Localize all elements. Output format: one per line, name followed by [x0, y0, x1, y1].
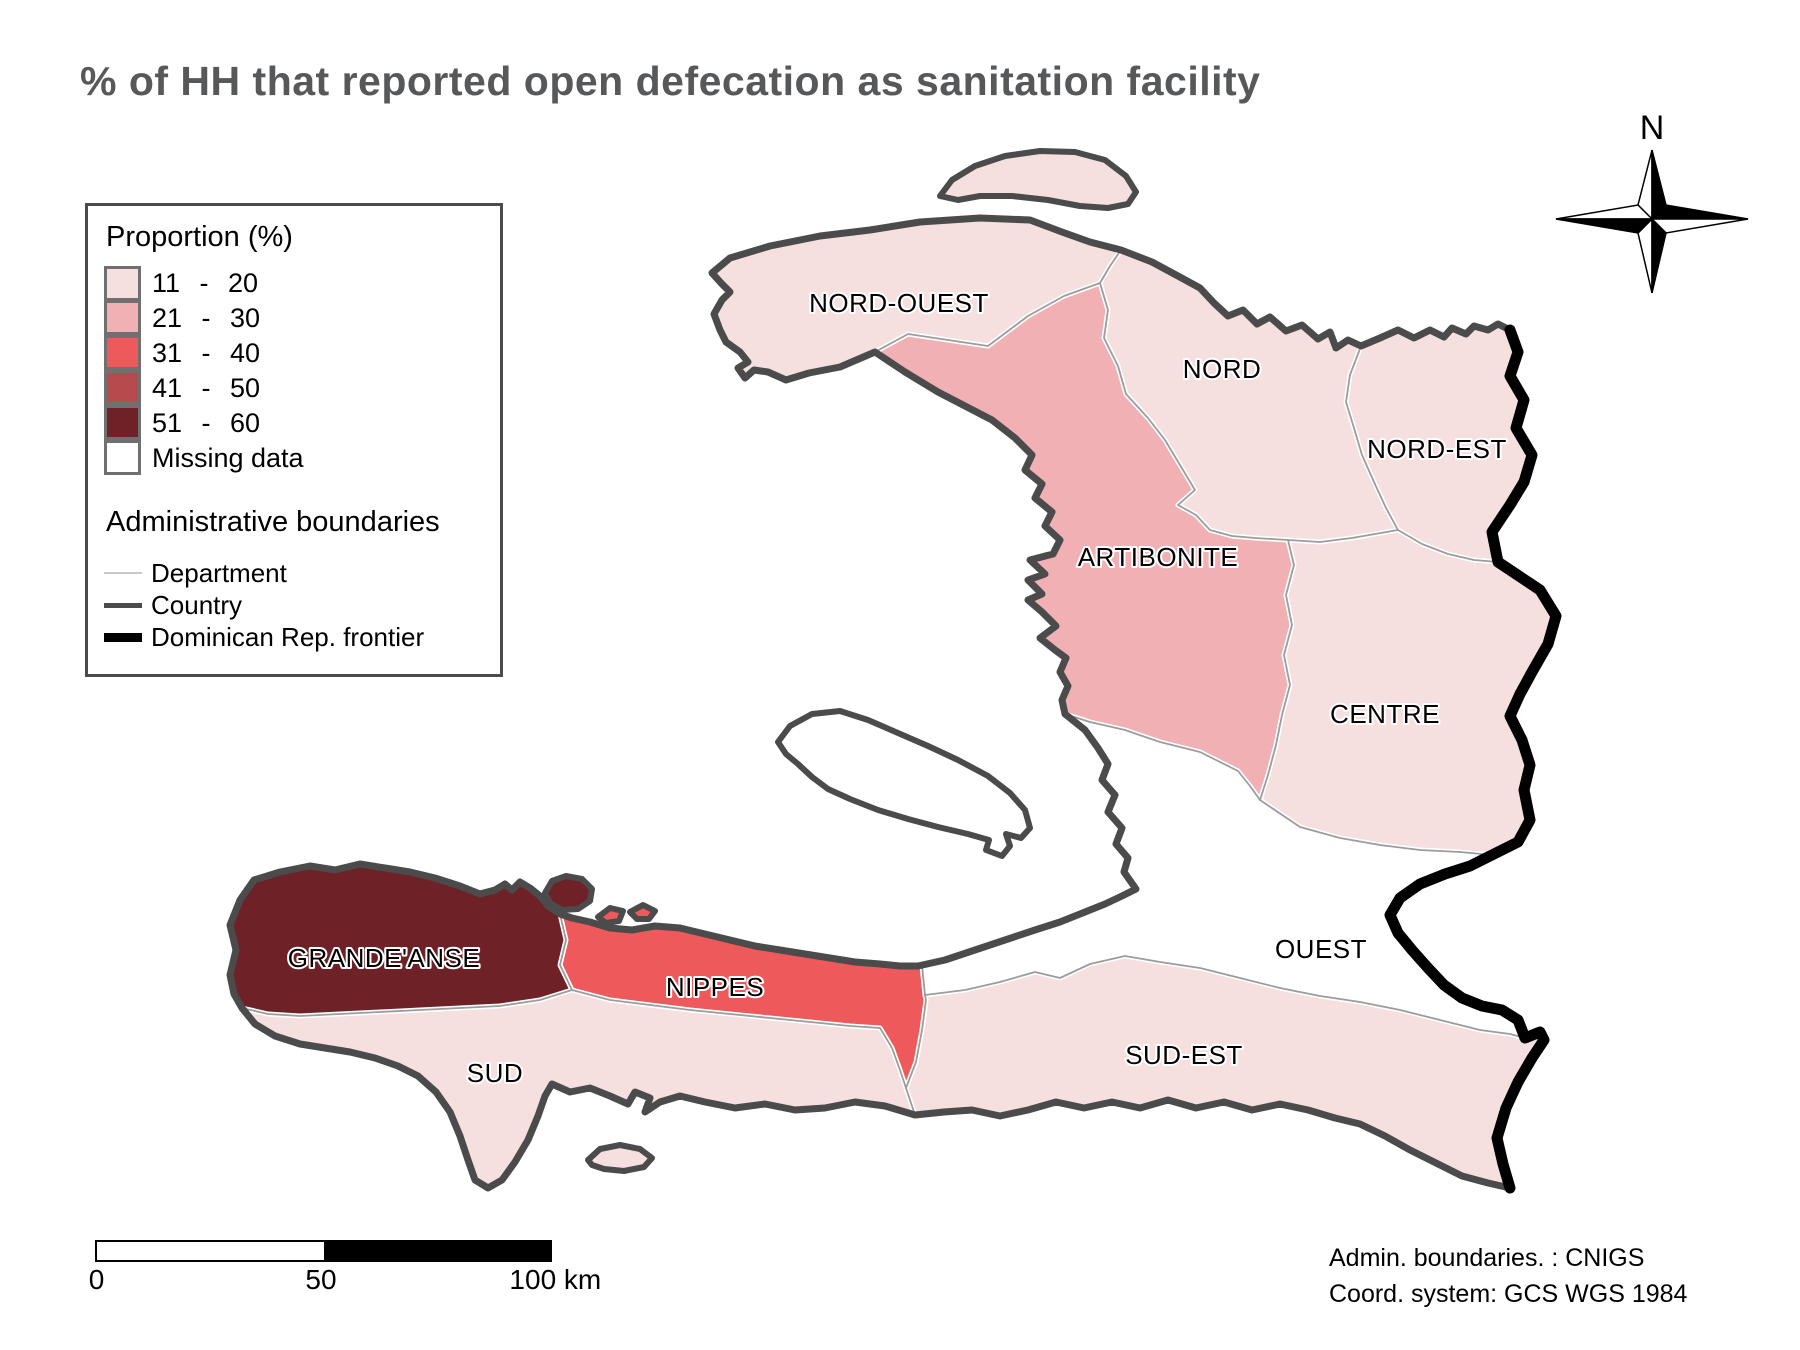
scale-bar-second-half [323, 1242, 550, 1260]
department-line-sample [104, 572, 142, 574]
scale-bar [95, 1240, 552, 1262]
class-label: 31 - 40 [152, 338, 261, 368]
country-line-sample [104, 602, 142, 608]
department-boundary-line [905, 1087, 916, 1116]
legend-class-row: 31 - 40 [104, 334, 500, 371]
department-boundary-line [559, 913, 573, 991]
legend-proportion-title: Proportion (%) [106, 221, 293, 253]
island-ile-a-vache [585, 1142, 655, 1174]
legend-class-row: 11 - 20 [104, 266, 500, 301]
department-boundary-line [241, 989, 573, 1017]
scale-label-50: 50 [305, 1264, 337, 1295]
class-swatch-21-30 [104, 299, 141, 335]
region-label-artibonite: ARTIBONITE [1078, 542, 1239, 572]
island-islet-nippes-1 [595, 905, 626, 926]
legend-boundary-row: Dominican Rep. frontier [104, 621, 500, 653]
legend-class-list: 11 - 20 21 - 30 31 - 40 41 - 50 51 - 60 … [104, 266, 500, 476]
dominican-republic-frontier [1384, 324, 1562, 1194]
north-label: N [1640, 109, 1665, 147]
island-ile-de-la-gonave [775, 708, 1033, 859]
class-swatch-41-50 [104, 369, 141, 405]
region-nord-ouest [712, 218, 1121, 380]
class-label: 11 - 20 [152, 268, 259, 298]
scale-bar-first-half [97, 1242, 324, 1260]
scale-bar-labels: 0 50 100 km [0, 1264, 700, 1298]
country-coastline [226, 214, 1514, 1192]
department-boundary-line [1287, 529, 1399, 543]
region-centre [1260, 530, 1556, 855]
class-swatch-31-40 [104, 334, 141, 370]
island-grande-cayemite [542, 873, 595, 913]
department-boundary-line [1099, 282, 1289, 541]
region-nord [1100, 250, 1398, 542]
north-arrow-icon: N [1555, 109, 1749, 294]
department-boundary-line [1345, 345, 1399, 531]
department-boundary-line [1099, 249, 1122, 284]
department-boundary-line [874, 282, 1101, 353]
scale-label-100km: 100 km [509, 1264, 602, 1295]
legend-class-row: 41 - 50 [104, 369, 500, 406]
region-label-nord-ouest: NORD-OUEST [809, 288, 989, 318]
credit-coord-system: Coord. system: GCS WGS 1984 [1329, 1280, 1688, 1308]
boundary-label: Department [151, 557, 287, 588]
region-label-nord: NORD [1183, 354, 1262, 384]
page-title: % of HH that reported open defecation as… [80, 58, 1261, 104]
region-label-nord-est: NORD-EST [1367, 434, 1507, 464]
department-boundary-line [1259, 799, 1493, 856]
island-islet-nippes-2 [627, 902, 658, 922]
legend-class-row: Missing data [104, 439, 500, 476]
region-grande-anse [230, 864, 572, 1016]
legend-class-row: 21 - 30 [104, 299, 500, 336]
department-boundary-line [924, 955, 1526, 1039]
region-label-ouest: OUEST [1275, 934, 1367, 964]
region-label-nippes: NIPPES [666, 972, 764, 1002]
boundary-label: Dominican Rep. frontier [151, 621, 425, 652]
boundary-label: Country [151, 589, 243, 620]
class-label: 51 - 60 [152, 408, 261, 438]
legend-boundary-row: Department [104, 557, 500, 589]
legend-class-row: 51 - 60 [104, 404, 500, 441]
department-boundary-line [571, 989, 907, 1089]
class-swatch-missing [104, 439, 141, 475]
region-nord-est [1346, 324, 1532, 562]
map-legend: Proportion (%) 11 - 20 21 - 30 31 - 40 4… [85, 203, 503, 677]
credit-admin-boundaries: Admin. boundaries. : CNIGS [1329, 1244, 1645, 1272]
region-label-grande-anse: GRANDE'ANSE [288, 943, 481, 973]
department-boundary-line [1064, 713, 1261, 801]
legend-boundary-row: Country [104, 589, 500, 621]
class-label: 21 - 30 [152, 303, 261, 333]
class-swatch-51-60 [104, 404, 141, 440]
class-swatch-11-20 [104, 266, 141, 301]
department-boundary-line [1397, 529, 1499, 563]
class-label: 41 - 50 [152, 373, 261, 403]
region-sud-est [906, 956, 1544, 1188]
island-ile-de-la-tortue [937, 148, 1139, 211]
class-label: Missing data [152, 443, 304, 473]
scale-label-0: 0 [88, 1264, 105, 1295]
frontier-line-sample [104, 632, 142, 642]
region-label-sud: SUD [467, 1058, 523, 1088]
region-ouest [918, 714, 1525, 1038]
region-label-sud-est: SUD-EST [1125, 1040, 1243, 1070]
department-boundary-line [1259, 539, 1295, 801]
region-nippes [560, 914, 926, 1088]
map-credits: Admin. boundaries. : CNIGS Coord. system… [1329, 1240, 1687, 1312]
region-label-centre: CENTRE [1330, 699, 1440, 729]
legend-boundaries-title: Administrative boundaries [106, 506, 440, 538]
